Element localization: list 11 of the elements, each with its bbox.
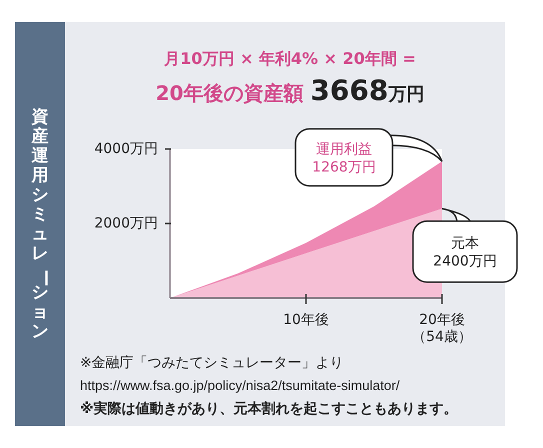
chart-subtitle: 月10万円 × 年利4% × 20年間 = 20年後の資産額 3668万円 xyxy=(156,49,424,107)
text: ※実際は値動きがあり、元本割れを起こすこともあります。 xyxy=(80,400,458,417)
annotation: 運用利益 1268万円 xyxy=(312,141,376,176)
y-tick-label: 4000万円 xyxy=(94,141,158,157)
chart-title: 資産運用シミュレーション xyxy=(32,106,55,342)
annotation: 元本 2400万円 xyxy=(433,236,497,270)
x-tick-label: 10年後 xyxy=(283,312,329,328)
text: ※金融庁「つみたてシミュレーター」より xyxy=(80,355,344,371)
x-tick-label: 20年後（54歳） xyxy=(412,312,472,345)
y-tick-label: 2000万円 xyxy=(94,216,158,232)
text: https://www.fsa.go.jp/policy/nisa2/tsumitate-simulator/ xyxy=(80,378,400,393)
